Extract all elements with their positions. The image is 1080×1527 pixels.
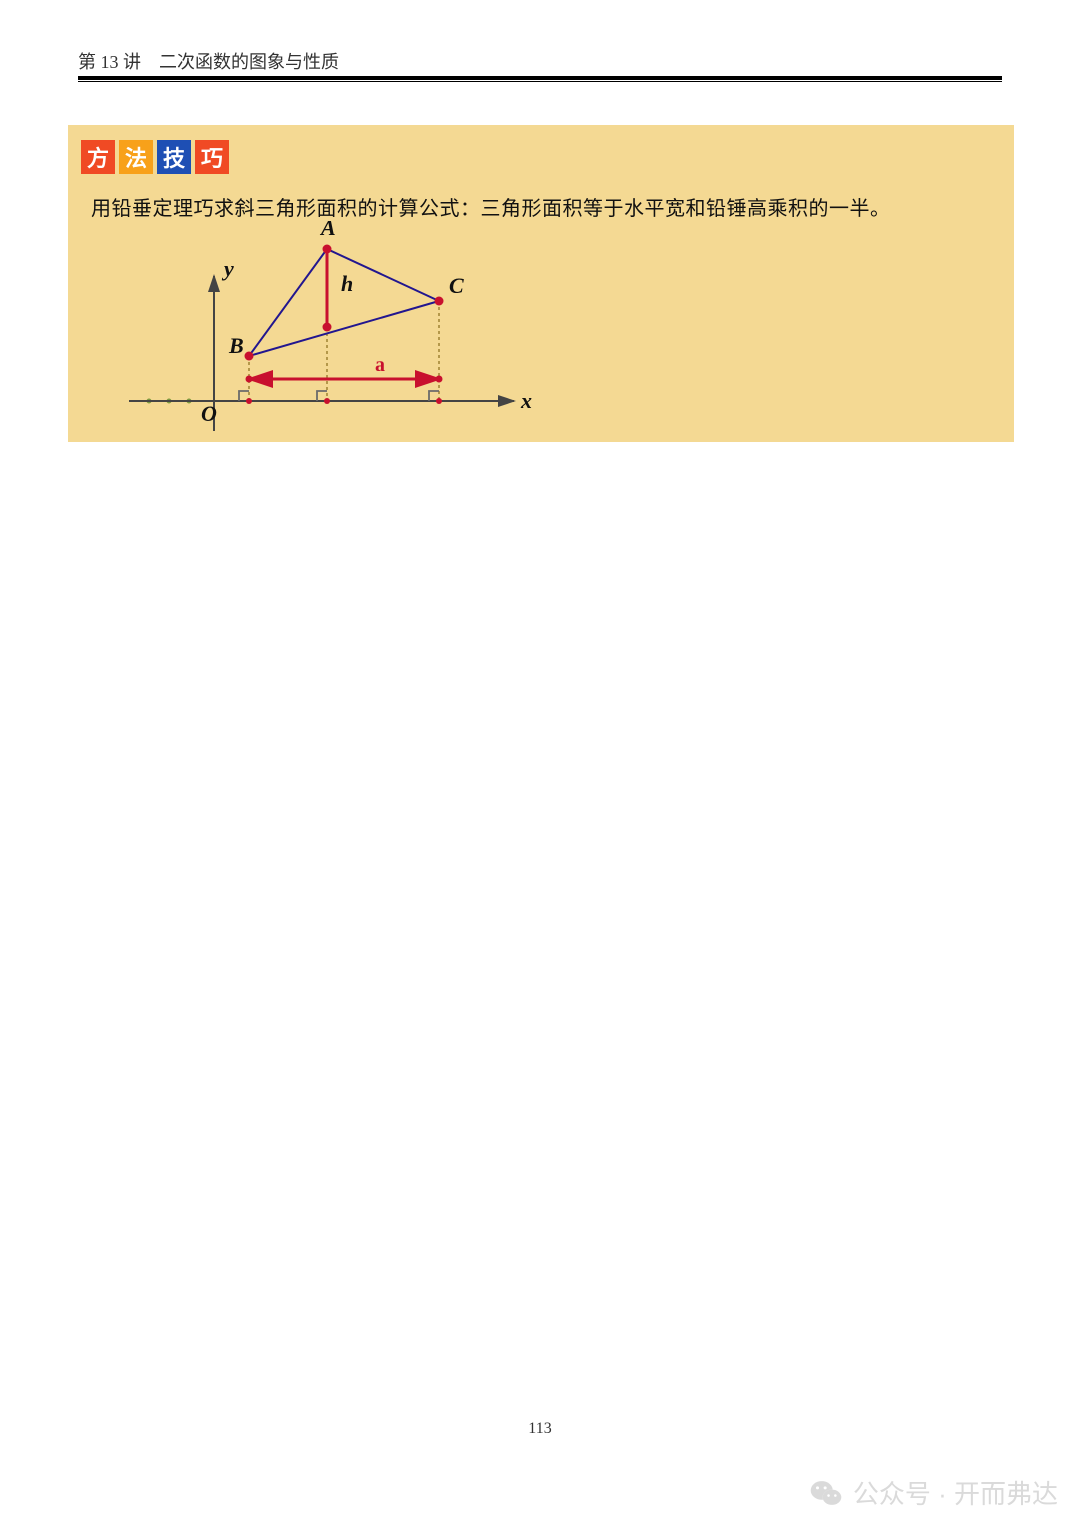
svg-text:C: C xyxy=(449,273,464,298)
svg-text:O: O xyxy=(201,401,217,426)
badge-ji: 技 xyxy=(157,140,191,174)
badge-char: 法 xyxy=(125,141,147,173)
badge-row: 方 法 技 巧 xyxy=(81,140,229,174)
page-header: 第 13 讲 二次函数的图象与性质 xyxy=(78,48,339,74)
badge-fa: 法 xyxy=(119,140,153,174)
wechat-icon xyxy=(809,1476,843,1510)
watermark-text: 公众号 · 开而弗达 xyxy=(853,1474,1058,1511)
method-description: 用铅垂定理巧求斜三角形面积的计算公式：三角形面积等于水平宽和铅锤高乘积的一半。 xyxy=(91,192,891,221)
page-number: 113 xyxy=(0,1420,1080,1438)
triangle-diagram: A B Ch a x y O xyxy=(109,221,539,439)
badge-char: 技 xyxy=(163,141,185,173)
badge-char: 巧 xyxy=(201,141,223,173)
svg-text:h: h xyxy=(341,271,353,296)
svg-text:y: y xyxy=(221,256,234,281)
header-rule xyxy=(78,76,1002,82)
watermark: 公众号 · 开而弗达 xyxy=(809,1474,1058,1511)
svg-text:x: x xyxy=(520,388,532,413)
svg-text:A: A xyxy=(319,221,336,240)
badge-char: 方 xyxy=(87,141,109,173)
badge-qiao: 巧 xyxy=(195,140,229,174)
badge-fang: 方 xyxy=(81,140,115,174)
page: 第 13 讲 二次函数的图象与性质 方 法 技 巧 用铅垂定理巧求斜三角形面积的… xyxy=(0,0,1080,1527)
svg-text:B: B xyxy=(228,333,244,358)
method-tip-box: 方 法 技 巧 用铅垂定理巧求斜三角形面积的计算公式：三角形面积等于水平宽和铅锤… xyxy=(68,125,1014,442)
svg-text:a: a xyxy=(375,354,385,376)
